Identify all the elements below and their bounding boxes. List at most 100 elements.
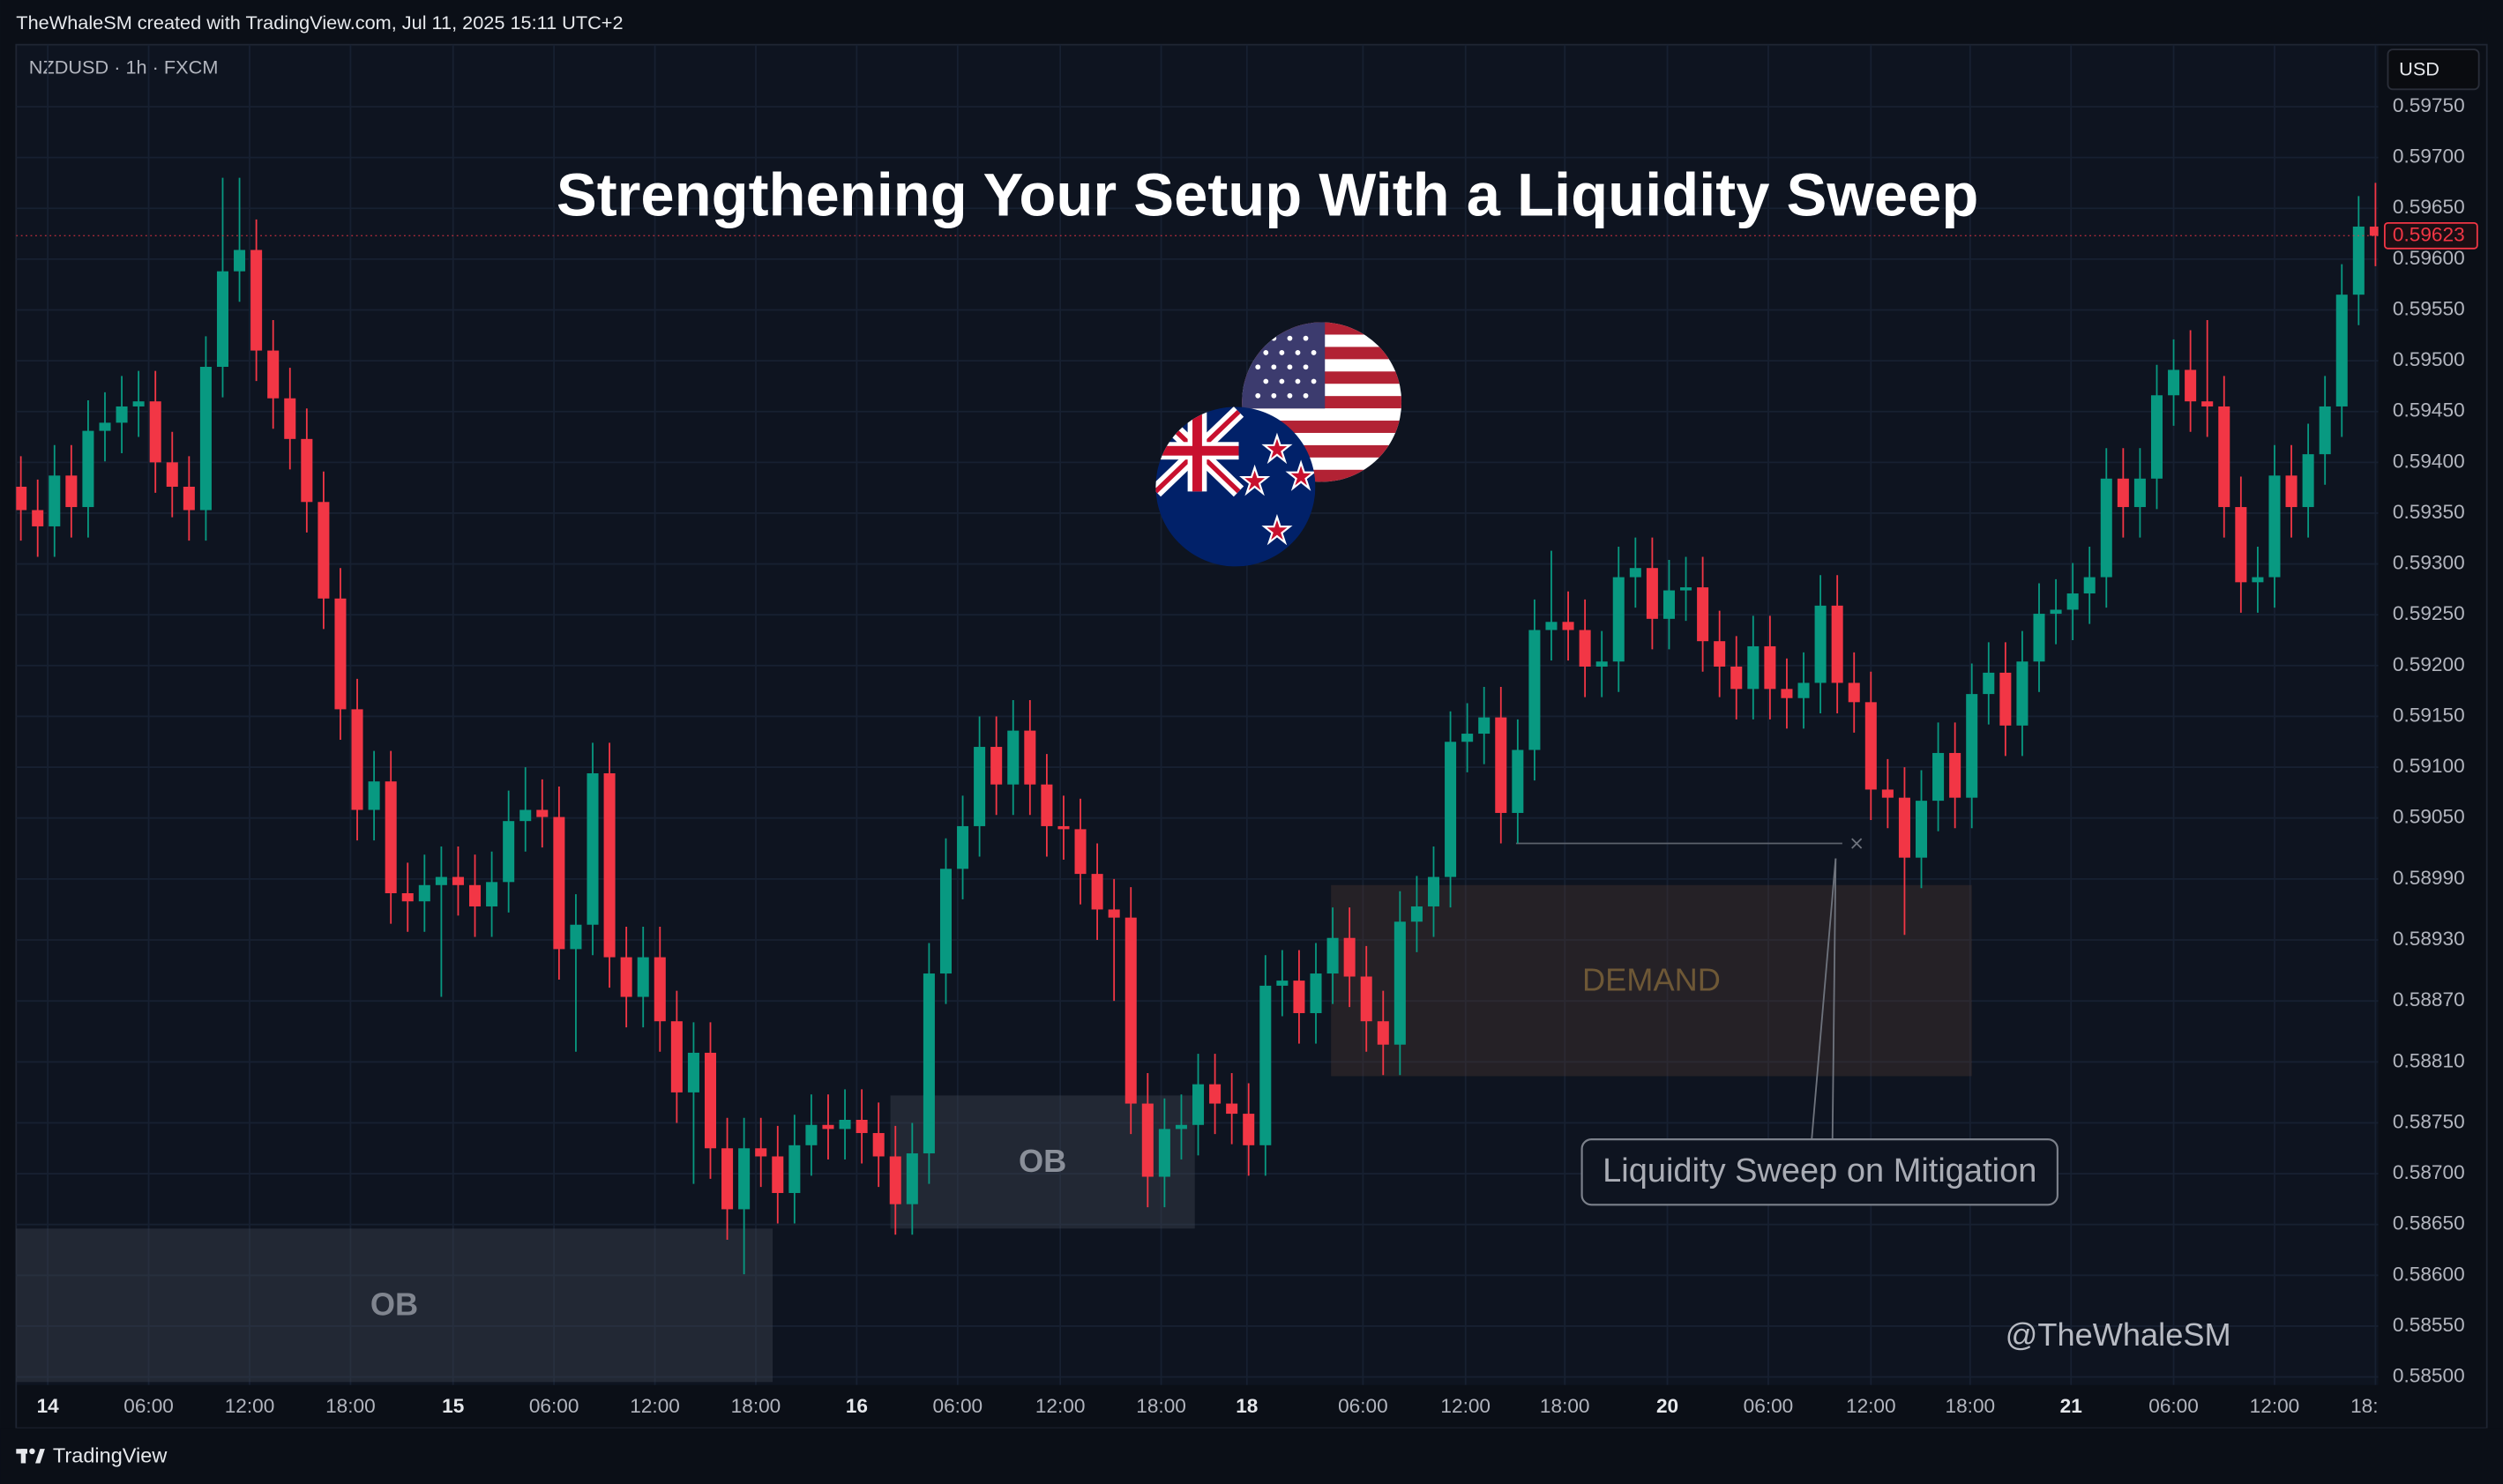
candle-body [805, 1124, 818, 1145]
candle-body [990, 747, 1003, 785]
x-tick-label: 12:00 [2250, 1395, 2300, 1417]
credit: TheWhaleSM created with TradingView.com,… [16, 11, 623, 34]
candle-body [755, 1148, 767, 1157]
candle-body [738, 1148, 751, 1210]
candle-body [1343, 937, 1356, 977]
watermark: @TheWhaleSM [2006, 1316, 2231, 1353]
candle-body [216, 271, 228, 368]
candle-body [250, 250, 263, 351]
candle-body [822, 1124, 834, 1130]
x-tick-label: 12:00 [1440, 1395, 1491, 1417]
candle-body [1158, 1129, 1170, 1177]
callout-pointer [1811, 858, 1837, 1140]
candle-body [1595, 661, 1608, 667]
zone [16, 1228, 773, 1383]
candle-body [1209, 1084, 1222, 1104]
candle-body [2016, 661, 2029, 726]
candle-body [2066, 593, 2079, 610]
x-tick-label: 12:00 [1846, 1395, 1896, 1417]
candle-body [1478, 717, 1491, 735]
candle-body [49, 475, 61, 526]
candle-body [2117, 478, 2129, 508]
candle-body [1259, 985, 1272, 1145]
y-tick-label: 0.59400 [2393, 450, 2465, 472]
candle-body [1326, 937, 1339, 974]
x-tick-label: 12:00 [225, 1395, 275, 1417]
candle-body [2218, 406, 2230, 508]
candle-body [1074, 829, 1087, 875]
x-tick-label: 06:00 [2148, 1395, 2199, 1417]
candle-body [2150, 395, 2163, 479]
candle-body [1915, 801, 1928, 858]
candle-body [2083, 577, 2096, 594]
sweep-marker [1851, 838, 1863, 849]
candle-body [1579, 630, 1591, 667]
candle-body [1007, 730, 1020, 785]
candle-body [1512, 749, 1524, 813]
candle-body [872, 1132, 885, 1157]
candle-body [2050, 609, 2062, 615]
candle-body [1461, 734, 1474, 742]
candle-body [1041, 784, 1053, 826]
last-price-box [2383, 221, 2478, 250]
candle-body [1848, 682, 1860, 703]
currency-button[interactable] [2387, 48, 2480, 91]
candle-body [721, 1148, 734, 1210]
candle-body [939, 869, 952, 974]
y-axis: 0.59750 0.59700 0.59650 0.59600 0.59550 0.595… [2383, 94, 2478, 1387]
candle-body [1932, 752, 1945, 802]
candle-body [2033, 614, 2045, 662]
candle-body [839, 1120, 851, 1130]
chart-title: Strengthening Your Setup With a Liquidit… [557, 160, 1979, 228]
candle-body [1175, 1124, 1187, 1130]
x-tick-label: 06:00 [123, 1395, 174, 1417]
candle-body [553, 817, 565, 950]
candle-body [788, 1145, 801, 1193]
x-tick-label: 20 [1656, 1395, 1678, 1417]
candle-body [536, 809, 549, 817]
candle-body [503, 821, 515, 883]
footer [0, 1428, 2503, 1484]
candle-body [452, 876, 464, 885]
x-tick-label: 18:00 [1946, 1395, 1996, 1417]
y-tick-label: 0.59550 [2393, 297, 2465, 319]
candle-body [99, 422, 111, 431]
candle-body [570, 924, 582, 950]
candle-body [1243, 1114, 1255, 1145]
candle-body [318, 502, 330, 599]
x-tick-label: 06:00 [1338, 1395, 1388, 1417]
grid [16, 44, 2379, 1385]
candle-body [1427, 876, 1440, 906]
y-tick-label: 0.59450 [2393, 399, 2465, 421]
candle-body [486, 882, 498, 906]
candle-body [199, 367, 212, 511]
candle-body [1310, 973, 1322, 1013]
candle-body [1764, 645, 1776, 690]
candle-body [1612, 577, 1625, 662]
x-tick-label: 12:00 [1035, 1395, 1086, 1417]
candle-body [1377, 1021, 1389, 1045]
symbol-info: NZDUSD · 1h · FXCM [29, 56, 219, 78]
candle-body [1983, 672, 1995, 695]
candle-body [267, 350, 280, 399]
candle-body [65, 475, 78, 508]
candle-body [1797, 682, 1810, 698]
callout-box [1580, 1138, 2058, 1206]
y-tick-label: 0.58500 [2393, 1365, 2465, 1387]
y-tick-label: 0.59250 [2393, 602, 2465, 624]
candle-body [772, 1156, 784, 1193]
candle-body [1831, 605, 1843, 683]
candle-body [2235, 507, 2247, 583]
candle-body [1747, 645, 1760, 690]
candle-body [1662, 590, 1675, 619]
zone-label: OB [1019, 1143, 1066, 1179]
candle-body [889, 1156, 901, 1204]
candle-body [1410, 906, 1423, 922]
candle-body [1293, 981, 1305, 1013]
currency[interactable]: USD [2399, 57, 2439, 79]
zone-label: DEMAND [1582, 961, 1721, 997]
candle-body [32, 510, 44, 526]
candle-body [301, 438, 313, 503]
